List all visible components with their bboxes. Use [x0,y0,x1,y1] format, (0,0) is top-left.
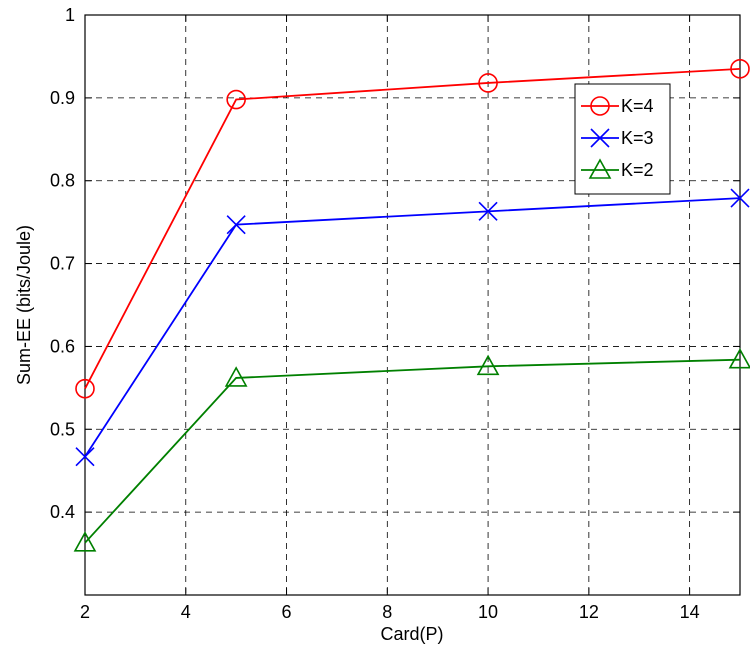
legend-label-k-4: K=4 [621,96,654,116]
legend-item-k-3: K=3 [581,128,654,148]
data-point-k-3 [75,447,95,467]
series-k-3 [75,188,750,467]
legend-marker-k-2 [588,158,612,179]
data-point-k-2 [73,531,97,552]
x-tick-label: 8 [382,602,392,622]
y-tick-label: 1 [65,5,75,25]
data-point-k-3-stroke [75,447,95,467]
data-point-k-3 [730,188,750,208]
x-tick-label: 10 [478,602,498,622]
y-tick-label: 0.6 [50,336,75,356]
legend-marker-k-3-stroke [590,128,610,148]
x-tick-label: 14 [680,602,700,622]
legend-marker-k-4 [590,96,610,116]
series [73,59,750,552]
series-line-k-3 [84,197,741,458]
data-point-k-4 [226,89,246,110]
data-point-k-3-stroke [478,201,498,221]
data-point-k-4 [478,73,498,93]
x-tick-label: 6 [282,602,292,622]
x-tick-label: 12 [579,602,599,622]
data-point-k-3 [478,201,498,221]
data-point-k-2 [728,348,750,369]
data-point-k-4 [730,59,750,79]
legend-item-k-4: K=4 [581,96,654,116]
ticks: 2 4 6 8 10 12 14 0.4 0.5 0.6 0.7 0.8 0.9 1 [50,5,740,622]
y-tick-label: 0.8 [50,171,75,191]
y-tick-label: 0.7 [50,254,75,274]
y-axis-label: Sum-EE (bits/Joule) [14,225,34,385]
plot-frame [84,14,741,596]
data-point-k-4 [75,378,95,399]
data-point-k-3-stroke [730,188,750,208]
legend-label-k-3: K=3 [621,128,654,148]
x-tick-label: 4 [181,602,191,622]
legend-item-k-2: K=2 [581,158,654,180]
data-point-k-3 [226,215,246,235]
legend-marker-k-3 [590,128,610,148]
y-tick-label: 0.9 [50,88,75,108]
y-tick-label: 0.5 [50,419,75,439]
series-line-k-4 [84,67,741,390]
legend-label-k-2: K=2 [621,160,654,180]
series-k-4 [75,59,750,399]
data-point-k-2 [224,366,248,387]
series-k-2 [73,348,750,552]
data-point-k-2 [476,354,500,376]
x-axis-label: Card(P) [380,624,443,644]
legend: K=4 K=3 K=2 [574,83,671,195]
grid [85,15,740,595]
y-tick-label: 0.4 [50,502,75,522]
data-point-k-3-stroke [226,215,246,235]
series-line-k-2 [84,358,741,544]
x-tick-label: 2 [80,602,90,622]
